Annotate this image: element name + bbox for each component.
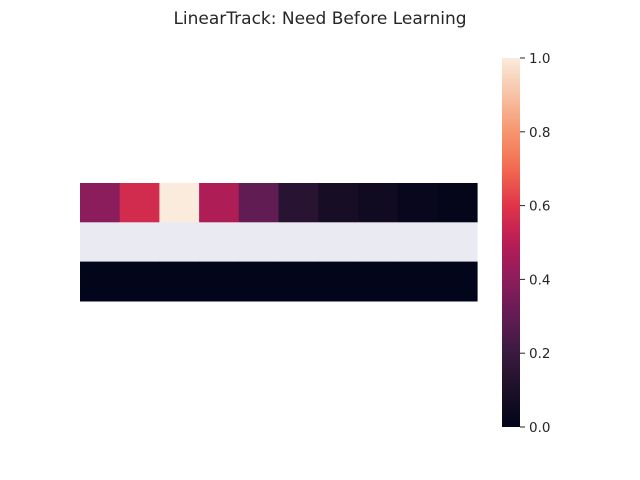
heatmap-cell-r1-c2 — [159, 222, 200, 263]
heatmap-cell-r0-c2 — [159, 183, 200, 223]
heatmap-cell-r1-c5 — [278, 222, 319, 263]
heatmap-cell-r2-c6 — [318, 261, 359, 302]
heatmap-cell-r2-c2 — [159, 261, 200, 302]
heatmap-cell-r0-c1 — [119, 183, 160, 223]
colorbar-tick-label: 0.2 — [529, 346, 550, 362]
heatmap-cell-r1-c6 — [318, 222, 359, 263]
heatmap-cell-r1-c0 — [80, 222, 121, 263]
heatmap-cell-r2-c5 — [278, 261, 319, 302]
colorbar-tick-label: 1.0 — [529, 51, 550, 67]
heatmap-cell-r2-c3 — [199, 261, 240, 302]
colorbar-tick-label: 0.6 — [529, 199, 550, 215]
heatmap-cell-r1-c3 — [199, 222, 240, 263]
colorbar-tick-label: 0.0 — [529, 420, 550, 436]
heatmap-cell-r2-c0 — [80, 261, 121, 302]
heatmap-cell-r0-c3 — [199, 183, 240, 223]
heatmap-cell-r2-c9 — [437, 261, 478, 302]
heatmap-cell-r0-c6 — [318, 183, 359, 223]
heatmap-cell-r2-c4 — [238, 261, 280, 302]
heatmap-cell-r1-c4 — [238, 222, 280, 263]
heatmap-cell-r0-c8 — [397, 183, 438, 223]
colorbar-gradient — [502, 58, 520, 427]
heatmap-grid — [80, 183, 478, 302]
heatmap-cell-r2-c7 — [357, 261, 399, 302]
heatmap-cell-r1-c9 — [437, 222, 478, 263]
colorbar-tick-label: 0.8 — [529, 125, 550, 141]
chart-title: LinearTrack: Need Before Learning — [173, 9, 466, 29]
heatmap-cell-r0-c0 — [80, 183, 121, 223]
heatmap-cell-r2-c1 — [119, 261, 160, 302]
heatmap-cell-r0-c4 — [238, 183, 280, 223]
heatmap-cell-r2-c8 — [397, 261, 438, 302]
heatmap-cell-r0-c7 — [357, 183, 399, 223]
colorbar: 0.0 0.2 0.4 0.6 0.8 1.0 — [502, 51, 550, 436]
heatmap-cell-r1-c7 — [357, 222, 399, 263]
colorbar-tick-label: 0.4 — [529, 272, 550, 288]
heatmap-cell-r0-c9 — [437, 183, 478, 223]
heatmap-cell-r1-c8 — [397, 222, 438, 263]
heatmap-cell-r1-c1 — [119, 222, 160, 263]
heatmap-cell-r0-c5 — [278, 183, 319, 223]
colorbar-ticks: 0.0 0.2 0.4 0.6 0.8 1.0 — [520, 51, 550, 436]
